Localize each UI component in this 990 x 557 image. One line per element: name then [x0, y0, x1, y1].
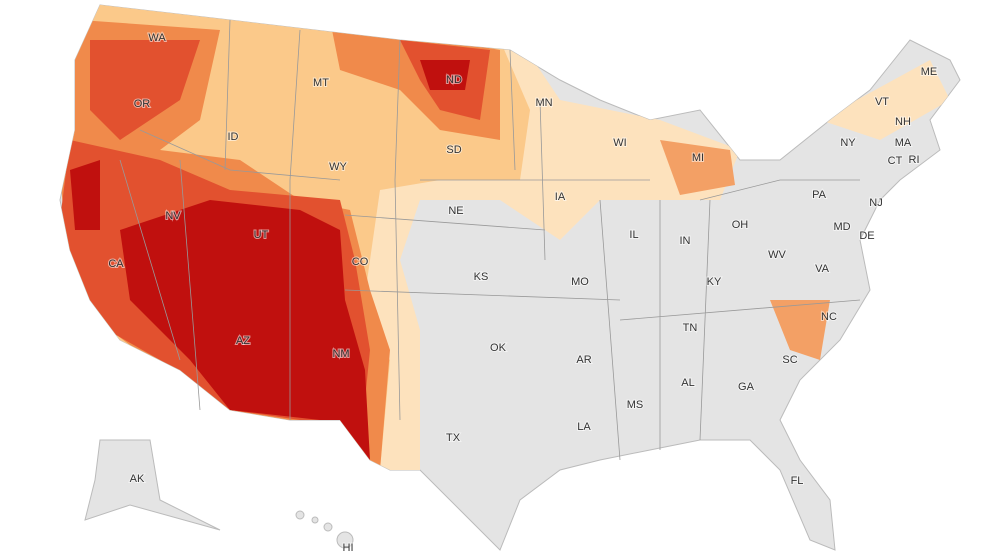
state-label: WI [613, 137, 626, 149]
state-borders [119, 19, 861, 461]
state-label: KS [474, 271, 489, 283]
state-label: OR [134, 98, 151, 110]
state-label: OH [732, 219, 749, 231]
state-label: NJ [869, 197, 882, 209]
state-label: VA [815, 263, 830, 275]
state-label: ND [446, 74, 462, 86]
state-label: AR [576, 354, 591, 366]
state-label: MI [692, 152, 704, 164]
state-label: MN [535, 97, 552, 109]
state-label: WY [329, 161, 347, 173]
state-label: AL [681, 377, 694, 389]
state-label: NY [840, 137, 856, 149]
state-label: OK [490, 342, 507, 354]
mainland [59, 4, 961, 551]
state-label: MT [313, 77, 329, 89]
state-label: RI [909, 154, 920, 166]
state-label: IN [680, 235, 691, 247]
state-label: LA [577, 421, 591, 433]
state-label: NE [448, 205, 463, 217]
state-label: GA [738, 381, 755, 393]
state-label: KY [707, 276, 722, 288]
state-label: AK [130, 473, 145, 485]
state-label: PA [812, 189, 827, 201]
state-label: UT [254, 229, 269, 241]
state-label: NM [332, 348, 349, 360]
state-label: CO [352, 256, 369, 268]
state-label: FL [791, 475, 804, 487]
state-label: IL [629, 229, 638, 241]
state-label: NV [165, 210, 181, 222]
state-label: MS [627, 399, 644, 411]
state-label: ME [921, 66, 938, 78]
state-label: HI [343, 542, 354, 554]
state-label: ID [228, 131, 239, 143]
state-label: DE [859, 230, 874, 242]
state-labels: WA OR ID MT ND MN WI MI NY VT NH ME MA C… [107, 31, 938, 555]
state-label: SC [782, 354, 797, 366]
state-label: CT [888, 155, 903, 167]
alaska [84, 439, 221, 531]
drought-areas [60, 5, 950, 480]
state-label: IA [555, 191, 566, 203]
state-label: SD [446, 144, 461, 156]
state-label: VT [875, 96, 889, 108]
state-label: TN [683, 322, 698, 334]
state-label: NH [895, 116, 911, 128]
state-label: AZ [236, 335, 250, 347]
state-label: NC [821, 311, 837, 323]
state-label: WA [148, 32, 166, 44]
hawaii [295, 510, 354, 549]
state-label: MD [833, 221, 850, 233]
state-label: MO [571, 276, 589, 288]
state-label: TX [446, 432, 461, 444]
state-label: WV [768, 249, 786, 261]
state-label: MA [895, 137, 912, 149]
state-label: CA [108, 258, 124, 270]
